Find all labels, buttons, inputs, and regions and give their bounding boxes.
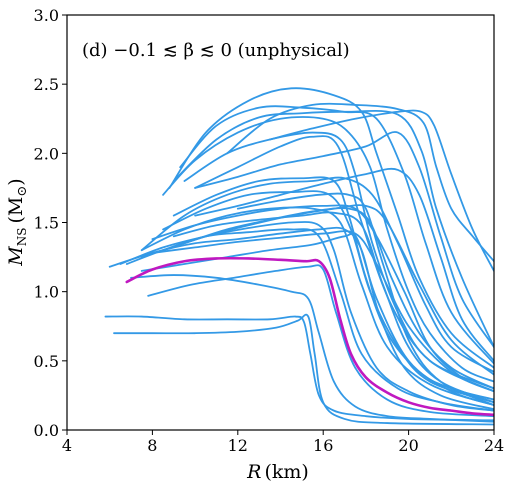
series-line-10 xyxy=(194,131,494,348)
x-tick-label: 24 xyxy=(484,436,504,455)
y-tick-label: 2.5 xyxy=(34,75,59,94)
y-tick-label: 3.0 xyxy=(34,6,59,25)
series-line-25 xyxy=(236,192,494,406)
series-line-28 xyxy=(268,109,494,272)
x-tick-label: 12 xyxy=(228,436,248,455)
curves-layer xyxy=(104,87,494,426)
y-tick-label: 1.5 xyxy=(34,214,59,233)
series-line-16 xyxy=(108,226,494,411)
x-axis-title: R (km) xyxy=(246,461,309,483)
series-line-26 xyxy=(172,211,494,404)
x-tick-label: 16 xyxy=(313,436,333,455)
series-line-24 xyxy=(130,274,494,423)
x-tick-label: 4 xyxy=(62,436,72,455)
highlight-series-line xyxy=(125,256,494,417)
x-tick-label: 20 xyxy=(398,436,418,455)
series-line-19 xyxy=(162,204,494,376)
x-axis-ticks: 4 8 12 16 20 24 xyxy=(62,430,504,455)
x-tick-label: 8 xyxy=(147,436,157,455)
series-line-12 xyxy=(140,206,494,406)
y-tick-label: 2.0 xyxy=(34,144,59,163)
series-line-21 xyxy=(147,264,494,418)
series-line-27 xyxy=(194,167,494,362)
series-line-2 xyxy=(179,105,494,365)
y-axis-title: MNS(M⊙) xyxy=(5,178,30,266)
series-line-20 xyxy=(151,230,494,393)
series-line-11 xyxy=(162,190,494,404)
series-line-5 xyxy=(162,116,494,383)
series-line-23 xyxy=(113,313,494,426)
series-line-3 xyxy=(172,109,494,348)
y-tick-label: 0.5 xyxy=(34,352,59,371)
y-tick-label: 0.0 xyxy=(34,421,59,440)
series-line-4 xyxy=(226,102,494,263)
series-line-22 xyxy=(104,315,494,422)
y-tick-label: 1.0 xyxy=(34,283,59,302)
series-line-7 xyxy=(194,135,494,393)
panel-annotation: (d) −0.1 ≲ β ≲ 0 (unphysical) xyxy=(82,40,350,61)
y-axis-ticks: 0.0 0.5 1.0 1.5 2.0 2.5 3.0 xyxy=(34,6,67,440)
